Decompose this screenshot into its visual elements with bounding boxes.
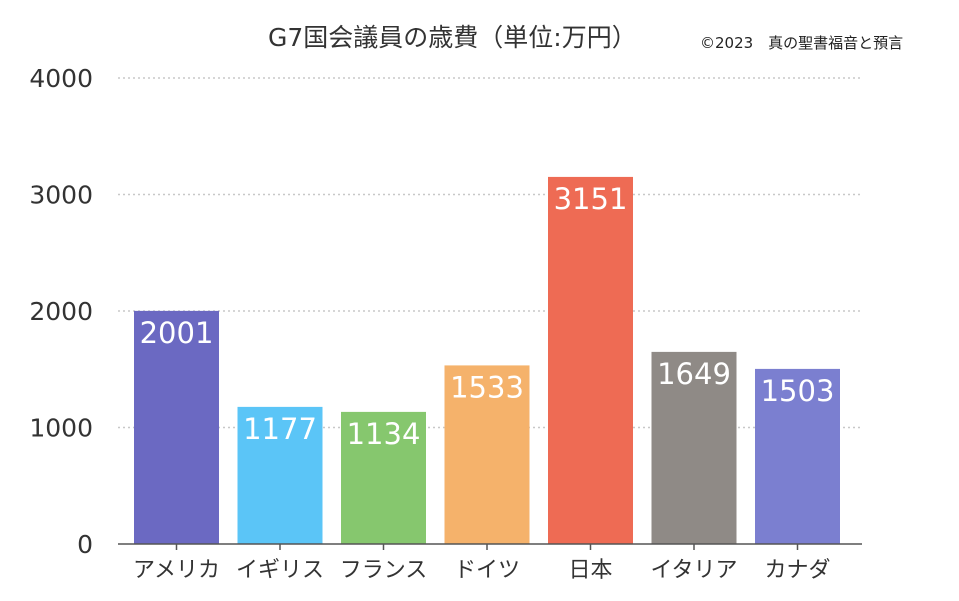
y-axis: 0 1000 2000 3000 4000 xyxy=(29,64,93,559)
chart-credit: ©2023 真の聖書福音と預言 xyxy=(700,34,904,52)
bar xyxy=(444,365,530,544)
data-label: 1649 xyxy=(657,357,731,391)
y-tick-label: 0 xyxy=(77,530,93,559)
y-tick-label: 1000 xyxy=(29,414,93,443)
data-label: 1134 xyxy=(347,417,421,451)
data-label: 2001 xyxy=(140,316,214,350)
x-axis: アメリカ イギリス フランス ドイツ 日本 イタリア カナダ xyxy=(118,543,862,583)
category-label: 日本 xyxy=(568,558,612,583)
category-label: アメリカ xyxy=(133,558,220,583)
category-label: ドイツ xyxy=(454,558,520,583)
data-label: 1533 xyxy=(450,370,524,404)
chart-title: G7国会議員の歳費（単位:万円） xyxy=(268,23,637,52)
y-tick-label: 2000 xyxy=(29,297,93,326)
bars: 2001 1177 1134 1533 3151 1649 1503 xyxy=(134,176,840,544)
y-tick-label: 3000 xyxy=(29,181,93,210)
bar xyxy=(548,176,633,544)
y-tick-label: 4000 xyxy=(29,64,93,93)
category-label: カナダ xyxy=(764,558,830,583)
category-label: フランス xyxy=(340,558,428,583)
bar xyxy=(341,411,426,544)
category-label: イタリア xyxy=(650,558,737,583)
data-label: 3151 xyxy=(554,182,628,216)
category-label: イギリス xyxy=(236,558,324,583)
bar xyxy=(134,310,219,544)
bar xyxy=(755,368,840,544)
data-label: 1177 xyxy=(243,412,317,446)
bar xyxy=(651,351,737,544)
bar xyxy=(237,406,323,544)
data-label: 1503 xyxy=(761,374,835,408)
